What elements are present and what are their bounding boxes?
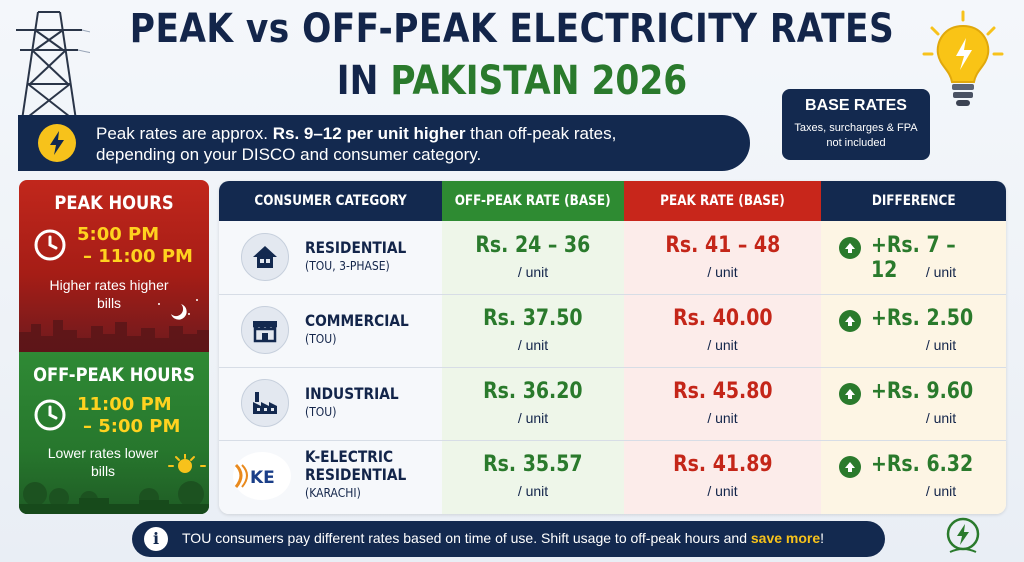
summary-banner: Peak rates are approx. Rs. 9–12 per unit… [18,115,750,171]
svg-text:KE: KE [250,468,275,488]
category-name: RESIDENTIAL [305,238,407,257]
arrow-up-icon [839,237,861,259]
table-row: KE K-ELECTRIC RESIDENTIAL (KARACHI) Rs. 3… [219,440,1006,514]
shop-icon [241,306,289,354]
peak-hours-note: Higher rates higher bills [49,277,169,311]
ke-logo-icon: KE [233,452,291,500]
unit-label: / unit [925,264,957,280]
rate-difference: +Rs. 7 – 12 [871,233,956,283]
unit-label: / unit [707,264,738,280]
category-name: INDUSTRIAL [305,384,399,403]
info-icon: i [144,527,168,551]
unit-label: / unit [707,483,738,499]
base-rates-title: BASE RATES [805,97,907,114]
page-title: PEAK vs OFF-PEAK ELECTRICITY RATES [129,6,895,52]
off-peak-rate: Rs. 24 – 36 [475,233,591,258]
light-bulb-icon [922,10,1004,106]
header-difference: DIFFERENCE [821,181,1006,221]
arrow-up-icon [839,383,861,405]
category-sub: (TOU) [305,405,337,419]
table-row: COMMERCIAL (TOU) Rs. 37.50 / unit Rs. 40… [219,294,1006,367]
peak-rate: Rs. 45.80 [672,379,773,404]
off-peak-rate: Rs. 37.50 [483,306,583,331]
unit-label: / unit [925,483,957,499]
arrow-up-icon [839,456,861,478]
off-peak-hours-panel: OFF-PEAK HOURS 11:00 PM – 5:00 PM Lower … [19,352,209,514]
power-tower-icon [16,11,90,121]
unit-label: / unit [517,483,549,499]
table-row: INDUSTRIAL (TOU) Rs. 36.20 / unit Rs. 45… [219,367,1006,440]
summary-text: Peak rates are approx. Rs. 9–12 per unit… [96,124,617,164]
unit-label: / unit [707,410,738,426]
country-year-highlight: PAKISTAN 2026 [390,58,688,104]
category-sub: (KARACHI) [305,486,361,500]
header-consumer-category: CONSUMER CATEGORY [219,181,442,221]
unit-label: / unit [707,337,738,353]
footer-tip: i TOU consumers pay different rates base… [132,521,885,557]
unit-label: / unit [925,337,957,353]
night-city-skyline-icon [19,299,209,352]
factory-icon [241,379,289,427]
base-rates-box: BASE RATES Taxes, surcharges & FPA not i… [782,89,930,160]
unit-label: / unit [517,410,549,426]
clock-icon [34,229,66,261]
peak-rate: Rs. 40.00 [672,306,773,331]
category-name: COMMERCIAL [305,311,409,330]
peak-hours-time: 5:00 PM – 11:00 PM [77,224,193,267]
header-peak-rate: PEAK RATE (BASE) [624,181,821,221]
house-icon [241,233,289,281]
category-name: K-ELECTRIC RESIDENTIAL [305,447,407,484]
sun-trees-icon [19,454,209,514]
off-peak-hours-time: 11:00 PM – 5:00 PM [77,394,181,437]
rate-difference: +Rs. 6.32 [871,452,974,477]
off-peak-hours-title: OFF-PEAK HOURS [33,364,195,386]
footer-text: TOU consumers pay different rates based … [182,530,825,546]
peak-hours-panel: PEAK HOURS 5:00 PM – 11:00 PM Higher rat… [19,180,209,352]
unit-label: / unit [517,337,549,353]
lightning-icon [38,124,76,162]
rate-difference: +Rs. 2.50 [871,306,974,331]
eco-energy-icon [946,517,980,553]
off-peak-rate: Rs. 35.57 [483,452,583,477]
peak-rate: Rs. 41 – 48 [665,233,780,258]
unit-label: / unit [517,264,549,280]
rates-table: CONSUMER CATEGORY OFF-PEAK RATE (BASE) P… [219,181,1006,514]
clock-icon [34,399,66,431]
table-row: RESIDENTIAL (TOU, 3-PHASE) Rs. 24 – 36 /… [219,221,1006,294]
header-off-peak-rate: OFF-PEAK RATE (BASE) [442,181,624,221]
category-sub: (TOU) [305,332,337,346]
arrow-up-icon [839,310,861,332]
rate-difference: +Rs. 9.60 [871,379,974,404]
off-peak-rate: Rs. 36.20 [483,379,583,404]
base-rates-note: Taxes, surcharges & FPA not included [794,122,918,149]
unit-label: / unit [925,410,957,426]
category-sub: (TOU, 3-PHASE) [305,259,390,273]
off-peak-hours-note: Lower rates lower bills [47,445,159,479]
page-subtitle: IN PAKISTAN 2026 [336,58,688,104]
peak-hours-title: PEAK HOURS [54,192,174,214]
peak-rate: Rs. 41.89 [672,452,773,477]
